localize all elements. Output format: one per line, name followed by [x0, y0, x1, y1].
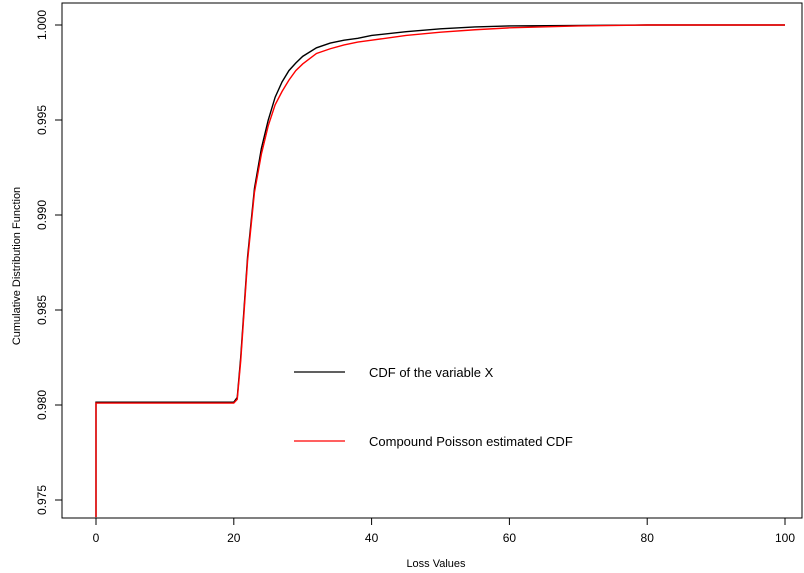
x-tick-label: 80 [641, 531, 655, 545]
series-layer [95, 24, 785, 518]
x-tick-label: 0 [93, 531, 100, 545]
y-tick-label: 0.995 [35, 105, 49, 135]
x-tick-label: 100 [775, 531, 795, 545]
y-tick-label: 1.000 [35, 10, 49, 40]
y-axis-title: Cumulative Distribution Function [11, 187, 23, 345]
plot-border [61, 2, 803, 519]
y-tick-label: 0.975 [35, 485, 49, 515]
x-tick-label: 40 [365, 531, 379, 545]
y-tick-label: 0.985 [35, 295, 49, 325]
y-axis: 0.975 0.980 0.985 0.990 0.995 1.000 [35, 10, 62, 515]
legend-label-cdf-x: CDF of the variable X [369, 365, 494, 380]
y-tick-label: 0.980 [35, 390, 49, 420]
legend: CDF of the variable X Compound Poisson e… [294, 365, 573, 449]
x-tick-label: 60 [503, 531, 517, 545]
x-axis-title: Loss Values [406, 558, 466, 570]
series-line-1 [95, 24, 785, 518]
x-tick-label: 20 [227, 531, 241, 545]
plot-frame [61, 2, 803, 519]
x-axis: 0 20 40 60 80 100 [93, 518, 795, 545]
y-tick-label: 0.990 [35, 200, 49, 230]
legend-label-compound-poisson: Compound Poisson estimated CDF [369, 434, 573, 449]
